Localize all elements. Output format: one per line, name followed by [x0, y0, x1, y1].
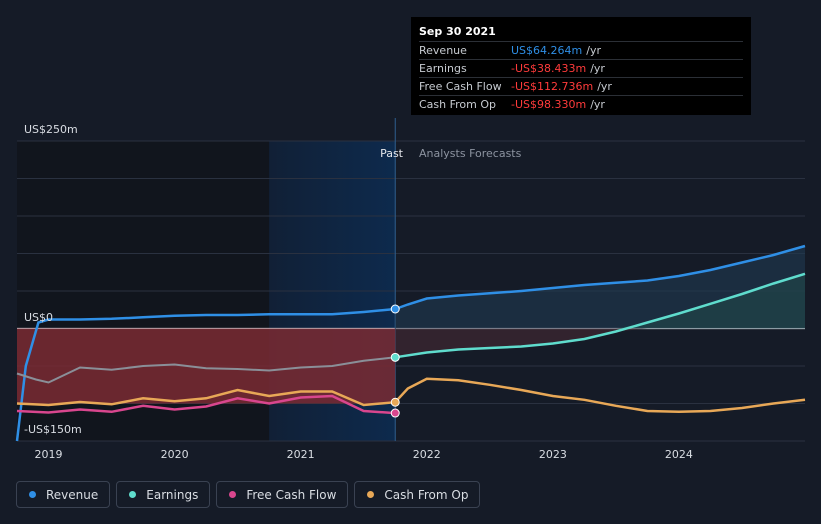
tooltip-unit: /yr [597, 80, 612, 93]
tooltip-date: Sep 30 2021 [419, 25, 496, 38]
tooltip-unit: /yr [590, 62, 605, 75]
x-tick-label: 2019 [35, 448, 63, 461]
tooltip-value: -US$98.330m [511, 98, 587, 111]
legend-item-revenue[interactable]: Revenue [16, 481, 111, 508]
x-tick-label: 2020 [161, 448, 189, 461]
tooltip-row-revenue: Revenue US$64.264m /yr [419, 41, 743, 59]
tooltip-value: US$64.264m [511, 44, 583, 57]
tooltip-label: Revenue [419, 44, 467, 57]
negative-earnings-band [17, 328, 396, 404]
marker-free-cash-flow [390, 408, 400, 418]
legend-item-earnings[interactable]: Earnings [116, 481, 211, 508]
x-tick-label: 2022 [413, 448, 441, 461]
tooltip-unit: /yr [590, 98, 605, 111]
legend-item-cash-from-op[interactable]: Cash From Op [354, 481, 481, 508]
marker-earnings [390, 352, 400, 362]
legend-label: Revenue [46, 487, 99, 502]
forecast-fill-earnings [395, 273, 805, 329]
marker-cash-from-op [390, 397, 400, 407]
forecast-label: Analysts Forecasts [419, 147, 522, 160]
tooltip-label: Free Cash Flow [419, 80, 502, 93]
legend-label: Earnings [146, 487, 199, 502]
x-tick-label: 2021 [287, 448, 315, 461]
series-line-free-cash-flow [16, 394, 396, 415]
series-line-earnings-past [16, 356, 396, 384]
y-label-zero: US$0 [24, 311, 53, 324]
tooltip-row-free-cash-flow: Free Cash Flow -US$112.736m /yr [419, 77, 743, 95]
series-line-earnings-forecast [395, 272, 806, 359]
legend-item-free-cash-flow[interactable]: Free Cash Flow [216, 481, 349, 508]
marker-revenue [390, 304, 400, 314]
legend-dot-icon [129, 491, 137, 498]
x-tick-label: 2023 [539, 448, 567, 461]
x-axis-ticks: 2019 2020 2021 2022 2023 2024 [35, 448, 693, 461]
forecast-negative-fill [395, 328, 805, 358]
legend-dot-icon [229, 491, 237, 498]
tooltip-label: Earnings [419, 62, 467, 75]
tooltip-value: -US$112.736m [511, 80, 594, 93]
y-label-top: US$250m [24, 123, 78, 136]
tooltip-value: -US$38.433m [511, 62, 587, 75]
tooltip-unit: /yr [586, 44, 601, 57]
hover-tooltip: Sep 30 2021 Revenue US$64.264m /yr Earni… [411, 17, 751, 115]
legend-dot-icon [367, 491, 375, 498]
x-tick-label: 2024 [665, 448, 693, 461]
chart-legend: Revenue Earnings Free Cash Flow Cash Fro… [16, 481, 481, 508]
tooltip-label: Cash From Op [419, 98, 497, 111]
legend-label: Cash From Op [384, 487, 469, 502]
legend-dot-icon [29, 491, 36, 498]
past-label: Past [380, 147, 404, 160]
y-label-bottom: -US$150m [24, 423, 82, 436]
series-line-cash-from-op [16, 377, 806, 414]
chart-text: US$250m US$0 -US$150m Past Analysts Fore… [24, 123, 522, 436]
chart-markers [390, 304, 400, 418]
legend-label: Free Cash Flow [246, 487, 337, 502]
tooltip-row-cash-from-op: Cash From Op -US$98.330m /yr [419, 95, 743, 113]
tooltip-row-earnings: Earnings -US$38.433m /yr [419, 59, 743, 77]
